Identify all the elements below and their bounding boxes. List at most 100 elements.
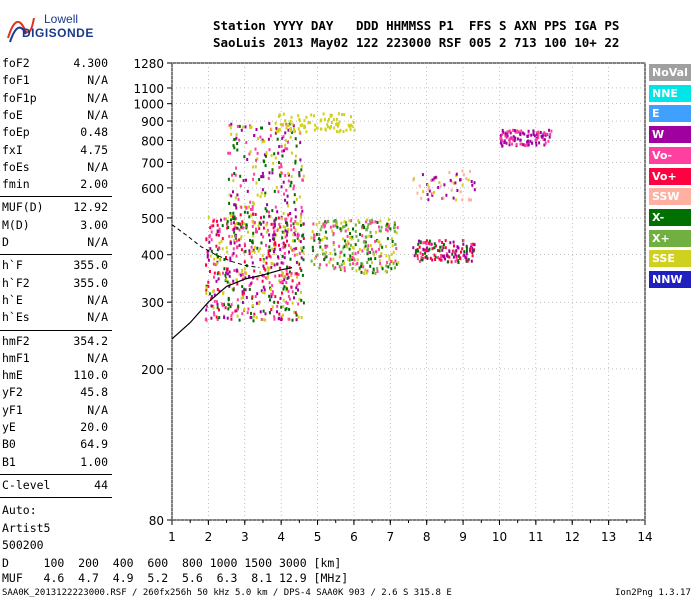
echo-point bbox=[247, 230, 249, 234]
echo-point bbox=[255, 181, 258, 185]
echo-point bbox=[314, 257, 316, 261]
param-name: fxI bbox=[2, 142, 23, 157]
echo-point bbox=[262, 215, 265, 219]
echo-point bbox=[416, 248, 419, 251]
echo-point bbox=[308, 121, 311, 125]
param-name: h`E bbox=[2, 292, 23, 307]
echo-point bbox=[324, 128, 327, 132]
echo-point bbox=[353, 258, 356, 262]
echo-point bbox=[532, 132, 535, 136]
echo-point bbox=[241, 293, 244, 296]
echo-point bbox=[294, 161, 297, 165]
echo-point bbox=[322, 222, 325, 226]
echo-point bbox=[372, 269, 375, 273]
echo-point bbox=[245, 178, 247, 182]
echo-point bbox=[334, 266, 337, 270]
echo-point bbox=[388, 262, 391, 266]
echo-point bbox=[293, 184, 296, 188]
echo-point bbox=[231, 311, 234, 315]
echo-point bbox=[342, 130, 345, 133]
echo-point bbox=[282, 225, 285, 229]
echo-point bbox=[381, 245, 384, 249]
echo-point bbox=[209, 254, 212, 258]
echo-point bbox=[343, 253, 346, 257]
echo-point bbox=[500, 142, 503, 146]
echo-point bbox=[277, 300, 279, 304]
echo-point bbox=[334, 252, 337, 256]
echo-point bbox=[268, 233, 271, 237]
echo-point bbox=[279, 225, 282, 229]
echo-point bbox=[218, 247, 221, 251]
echo-point bbox=[427, 187, 430, 191]
echo-point bbox=[325, 221, 328, 225]
echo-point bbox=[278, 165, 281, 169]
echo-point bbox=[243, 242, 246, 246]
echo-point bbox=[359, 232, 361, 236]
x-tick-label: 5 bbox=[314, 530, 322, 544]
echo-point bbox=[260, 216, 262, 220]
echo-point bbox=[262, 291, 264, 294]
echo-point bbox=[289, 212, 292, 215]
echo-point bbox=[504, 134, 507, 138]
echo-point bbox=[290, 271, 293, 275]
echo-point bbox=[213, 299, 216, 303]
echo-point bbox=[271, 237, 274, 241]
echo-point bbox=[521, 131, 524, 135]
echo-point bbox=[452, 255, 455, 259]
echo-point bbox=[249, 315, 252, 319]
muf-table-muf: MUF 4.6 4.7 4.9 5.2 5.6 6.3 8.1 12.9 [MH… bbox=[2, 571, 349, 585]
echo-point bbox=[278, 161, 280, 165]
echo-point bbox=[294, 311, 297, 315]
clevel-name: C-level bbox=[2, 477, 51, 492]
echo-point bbox=[454, 181, 457, 185]
echo-point bbox=[205, 288, 208, 292]
echo-point bbox=[231, 173, 233, 177]
echo-point bbox=[539, 131, 542, 134]
echo-point bbox=[297, 273, 300, 276]
echo-point bbox=[346, 234, 349, 238]
echo-point bbox=[277, 216, 280, 220]
echo-point bbox=[327, 125, 329, 129]
echo-point bbox=[272, 222, 275, 226]
echo-point bbox=[254, 165, 257, 169]
echo-point bbox=[233, 221, 235, 225]
echo-point bbox=[344, 243, 347, 247]
echo-point bbox=[250, 125, 253, 129]
echo-point bbox=[296, 253, 299, 257]
echo-point bbox=[210, 238, 213, 242]
echo-point bbox=[295, 318, 298, 322]
echo-point bbox=[217, 233, 220, 237]
echo-point bbox=[236, 307, 239, 311]
echo-point bbox=[298, 238, 301, 242]
echo-point bbox=[544, 141, 547, 145]
echo-point bbox=[376, 221, 379, 224]
echo-point bbox=[262, 274, 265, 278]
echo-point bbox=[283, 149, 285, 153]
echo-point bbox=[273, 317, 276, 321]
echo-point bbox=[434, 175, 437, 179]
echo-point bbox=[271, 247, 274, 251]
param-value: 4.300 bbox=[73, 56, 108, 70]
echo-point bbox=[251, 239, 254, 243]
echo-point bbox=[320, 225, 323, 229]
echo-point bbox=[274, 295, 277, 299]
echo-point bbox=[366, 269, 369, 273]
echo-point bbox=[228, 201, 231, 205]
echo-point bbox=[265, 230, 268, 234]
echo-point bbox=[418, 184, 421, 188]
echo-point bbox=[461, 247, 464, 251]
echo-point bbox=[461, 198, 464, 202]
header-line2: SaoLuis 2013 May02 122 223000 RSF 005 2 … bbox=[213, 35, 620, 50]
echo-point bbox=[470, 259, 473, 263]
echo-point bbox=[367, 223, 370, 227]
echo-point bbox=[549, 132, 552, 136]
echo-point bbox=[452, 240, 455, 244]
echo-point bbox=[292, 222, 295, 226]
echo-point bbox=[293, 193, 296, 197]
echo-point bbox=[243, 155, 246, 159]
echo-point bbox=[292, 168, 295, 172]
echo-point bbox=[209, 226, 212, 230]
echo-point bbox=[215, 279, 218, 283]
echo-point bbox=[276, 129, 278, 133]
echo-point bbox=[288, 307, 291, 311]
